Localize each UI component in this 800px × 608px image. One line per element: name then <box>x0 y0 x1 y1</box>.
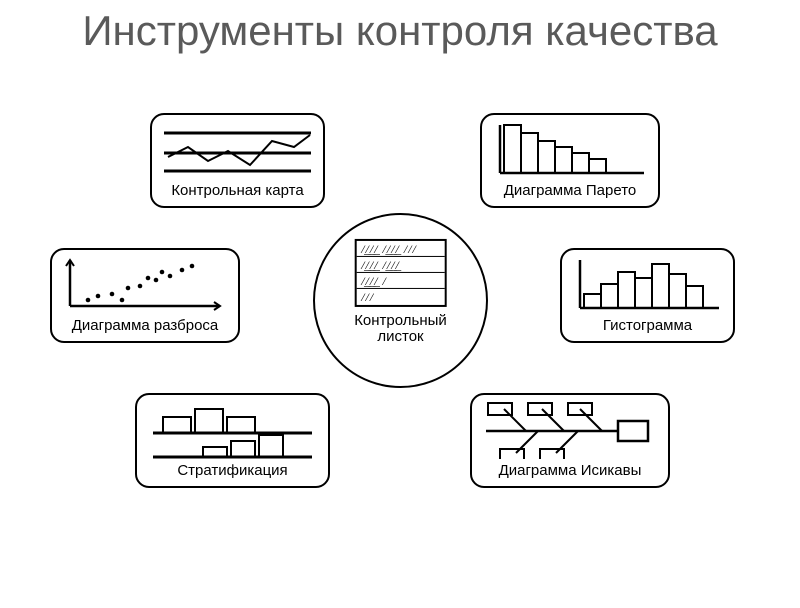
tool-label: Контрольныйлисток <box>354 312 447 345</box>
tally-row: /͟/͟/͟/ /͟/͟/͟/ <box>356 256 444 272</box>
tool-label: Диаграмма Парето <box>482 181 658 206</box>
tool-label: Контрольная карта <box>152 181 323 206</box>
tool-label: Гистограмма <box>562 316 733 341</box>
quality-tools-diagram: Контрольная карта Диаграмма Парето Диаграм… <box>50 113 750 583</box>
tally-row: /// <box>356 288 444 304</box>
tool-scatter: Диаграмма разброса <box>50 248 240 343</box>
stratification-icon <box>145 401 320 459</box>
scatter-icon <box>60 256 230 314</box>
tool-label: Стратификация <box>137 461 328 486</box>
pareto-icon <box>490 121 650 179</box>
histogram-icon <box>570 256 725 314</box>
tool-label: Диаграмма Исикавы <box>472 461 668 486</box>
ishikawa-icon <box>480 401 660 459</box>
tool-histogram: Гистограмма <box>560 248 735 343</box>
tool-stratification: Стратификация <box>135 393 330 488</box>
tool-label: Диаграмма разброса <box>52 316 238 341</box>
tally-icon: /͟/͟/͟/ /͟/͟/͟/ ////͟/͟/͟/ /͟/͟/͟//͟/͟/͟… <box>354 238 446 306</box>
tally-row: /͟/͟/͟/ /͟/͟/͟/ /// <box>356 240 444 256</box>
tool-ishikawa: Диаграмма Исикавы <box>470 393 670 488</box>
tool-pareto: Диаграмма Парето <box>480 113 660 208</box>
tool-check-sheet: /͟/͟/͟/ /͟/͟/͟/ ////͟/͟/͟/ /͟/͟/͟//͟/͟/͟… <box>313 213 488 388</box>
control_chart-icon <box>160 121 315 179</box>
page-title: Инструменты контроля качества <box>0 8 800 54</box>
tool-control-chart: Контрольная карта <box>150 113 325 208</box>
tally-row: /͟/͟/͟/ / <box>356 272 444 288</box>
